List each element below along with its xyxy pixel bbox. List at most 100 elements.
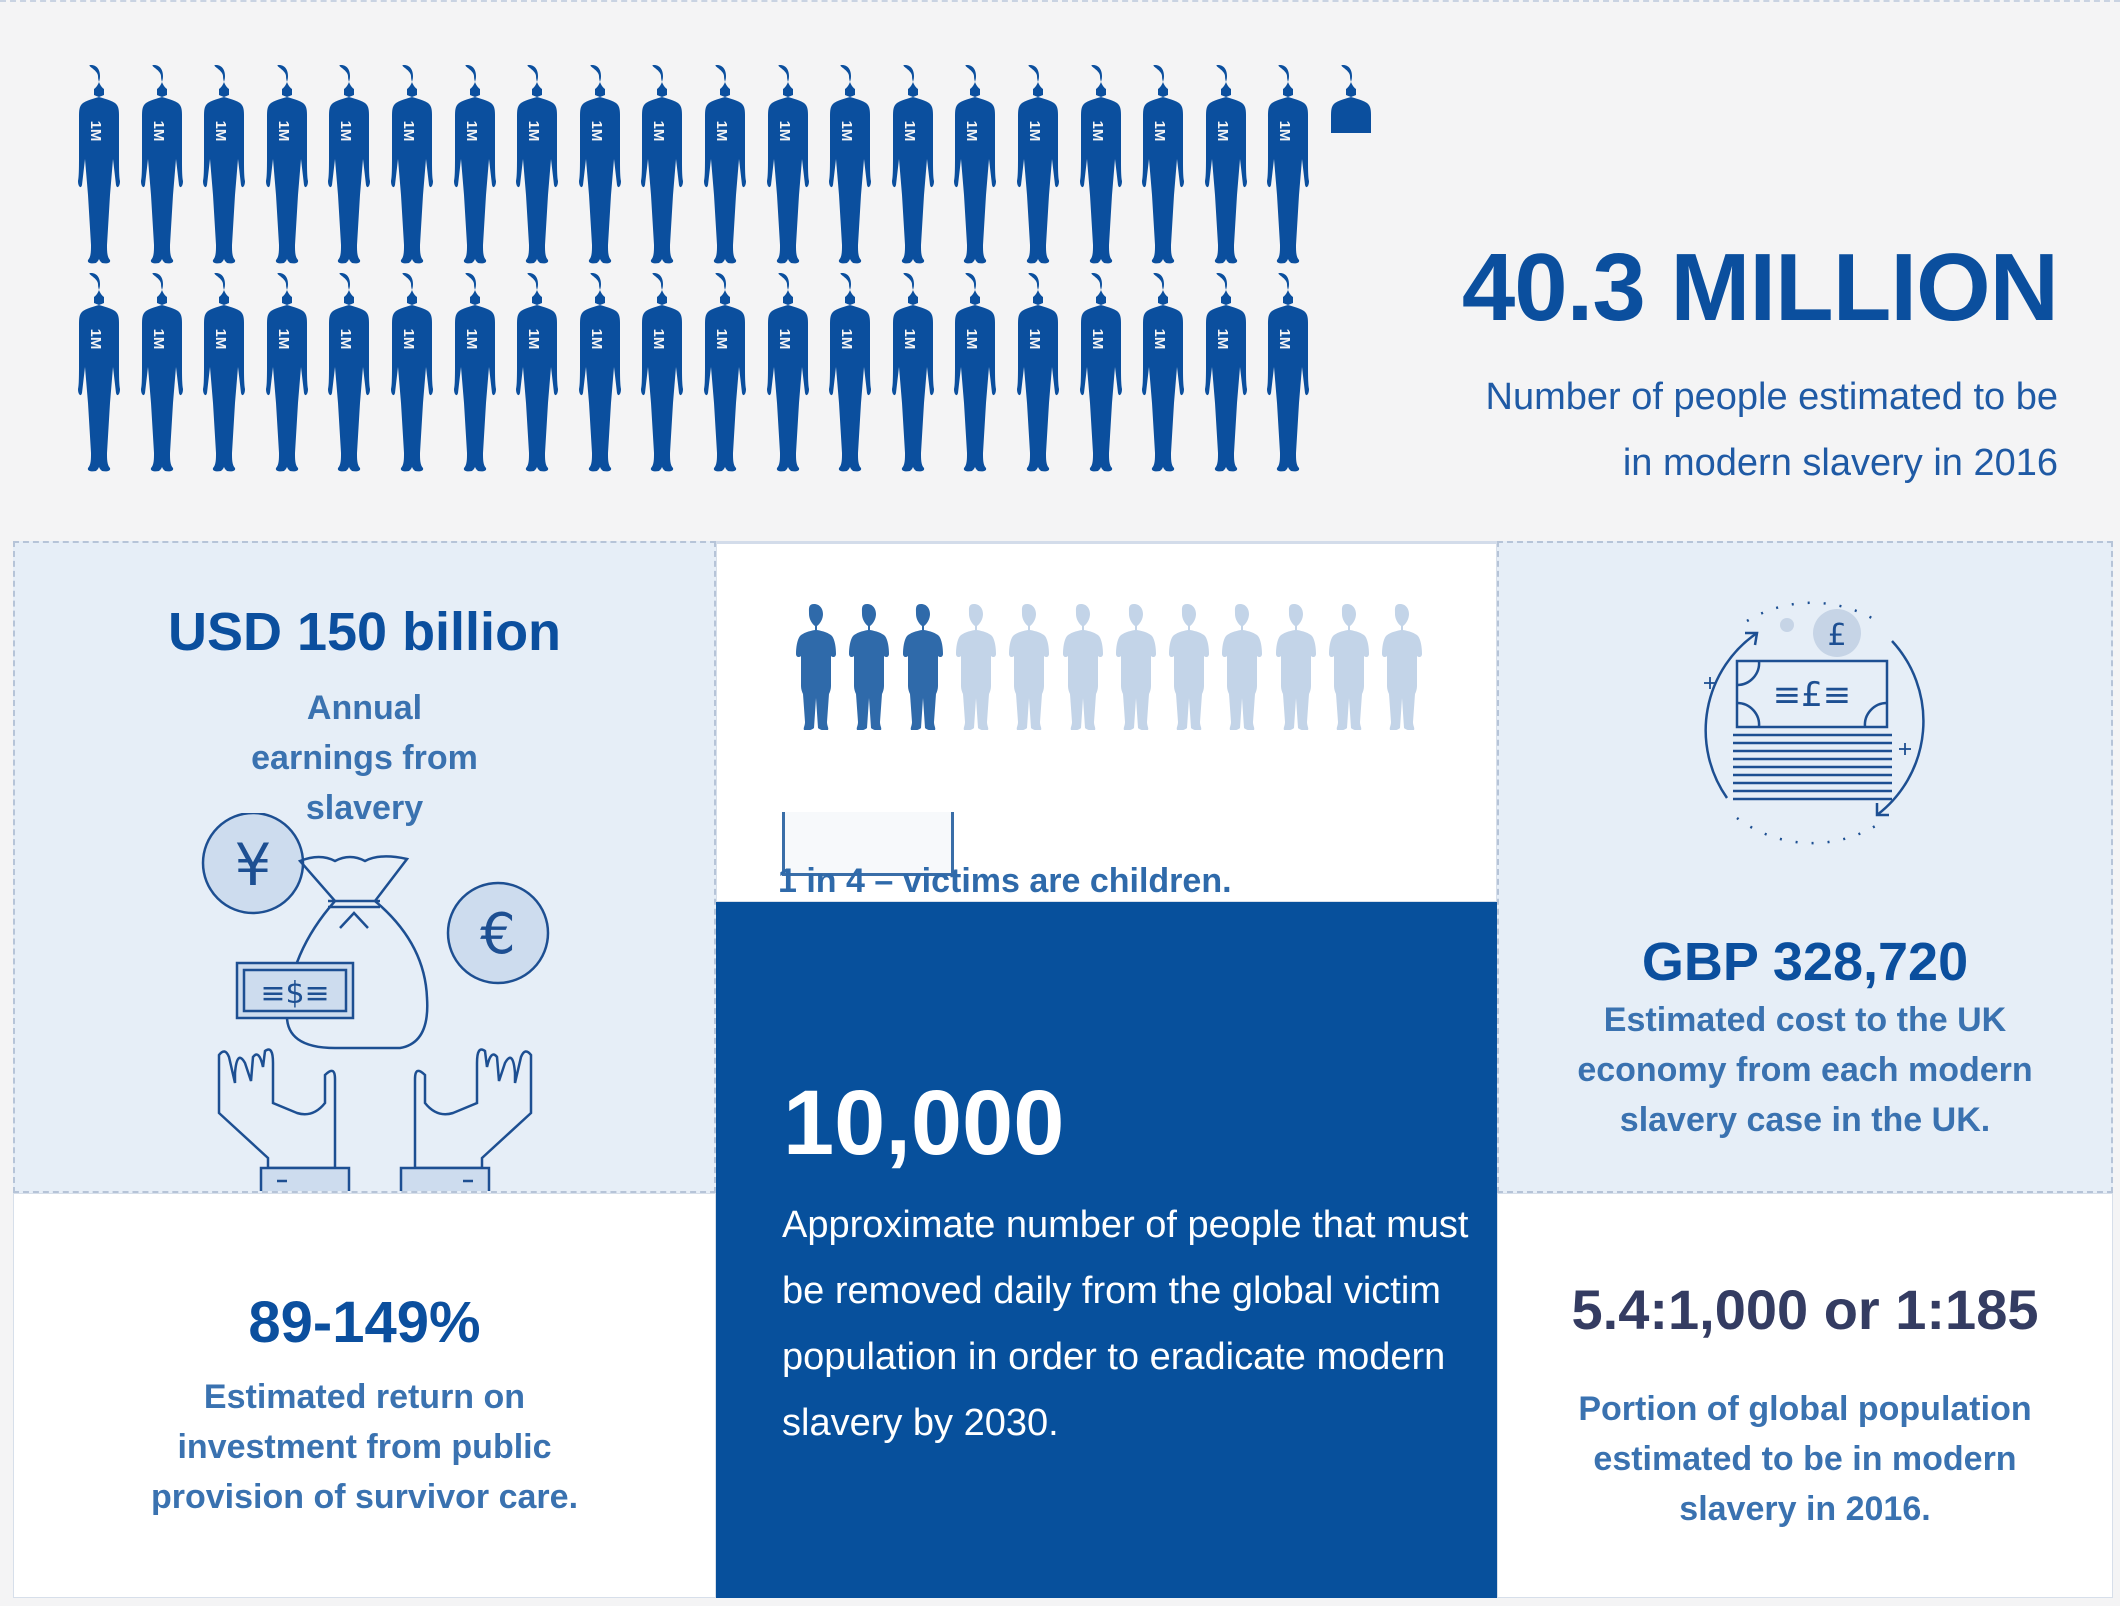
svg-text:1M: 1M — [1214, 121, 1231, 142]
svg-text:1M: 1M — [337, 329, 354, 350]
svg-text:≡$≡: ≡$≡ — [260, 976, 329, 1011]
child-figure-icon — [1112, 604, 1156, 731]
top-dashed-rule — [0, 0, 2120, 2]
person-figure-icon: 1M — [437, 273, 497, 475]
person-figure-icon: 1M — [1188, 273, 1248, 475]
roi-card: 89-149% Estimated return on investment f… — [13, 1193, 716, 1598]
sparkle-icon — [1704, 677, 1911, 755]
hero-stat-block: 40.3 MILLION Number of people estimated … — [1298, 234, 2059, 496]
daily-removal-card: 10,000 Approximate number of people that… — [716, 902, 1497, 1598]
person-figure-icon: 1M — [249, 65, 309, 267]
person-figure-icon: 1M — [1000, 65, 1060, 267]
person-figure-icon: 1M — [311, 65, 371, 267]
person-figure-icon: 1M — [1188, 65, 1248, 267]
svg-text:1M: 1M — [150, 121, 167, 142]
svg-text:1M: 1M — [87, 121, 104, 142]
partial-person-figure-icon — [1313, 65, 1373, 133]
person-figure-icon: 1M — [124, 273, 184, 475]
person-figure-icon: 1M — [562, 273, 622, 475]
svg-text:£: £ — [1827, 618, 1846, 653]
svg-text:1M: 1M — [1151, 329, 1168, 350]
earnings-card: USD 150 billion Annual earnings from sla… — [13, 541, 716, 1193]
person-figure-icon: 1M — [1063, 65, 1123, 267]
hero-description-line2: in modern slavery in 2016 — [1622, 442, 2058, 484]
person-figure-icon: 1M — [499, 65, 559, 267]
children-figures — [792, 604, 1472, 774]
person-figure-icon: 1M — [186, 65, 246, 267]
person-figure-icon: 1M — [812, 273, 872, 475]
svg-text:1M: 1M — [212, 121, 229, 142]
person-figure-icon: 1M — [186, 273, 246, 475]
person-figure-icon: 1M — [437, 65, 497, 267]
person-figure-icon: 1M — [687, 65, 747, 267]
child-figure-icon — [1218, 604, 1263, 731]
child-figure-highlighted-icon — [792, 604, 836, 731]
money-bag-icon — [285, 855, 429, 1050]
person-figure-icon: 1M — [499, 273, 559, 475]
child-figure-icon — [1325, 604, 1369, 731]
money-hands-illustration: ¥ € ≡$≡ — [185, 811, 565, 1191]
svg-text:1M: 1M — [901, 329, 918, 350]
person-figure-icon: 1M — [1063, 273, 1123, 475]
person-figure-icon: 1M — [1125, 273, 1185, 475]
svg-text:1M: 1M — [1214, 329, 1231, 350]
svg-text:1M: 1M — [838, 121, 855, 142]
earnings-stat: USD 150 billion — [167, 602, 562, 662]
person-figure-icon: 1M — [1125, 65, 1185, 267]
hero-stat: 40.3 MILLION — [1461, 234, 2059, 341]
child-figure-icon — [1059, 604, 1103, 731]
svg-text:€: € — [480, 902, 516, 967]
svg-text:1M: 1M — [525, 121, 542, 142]
svg-text:1M: 1M — [901, 121, 918, 142]
svg-text:1M: 1M — [1276, 121, 1293, 142]
child-figure-icon — [1272, 604, 1316, 731]
daily-removal-description: Approximate number of people that must b… — [782, 1204, 1469, 1444]
svg-text:1M: 1M — [588, 121, 605, 142]
yen-coin-icon: ¥ — [201, 811, 305, 915]
svg-text:1M: 1M — [1151, 121, 1168, 142]
person-figure-icon: 1M — [562, 65, 622, 267]
svg-text:1M: 1M — [588, 329, 605, 350]
person-figure-icon: 1M — [124, 65, 184, 267]
svg-text:≡£≡: ≡£≡ — [1773, 675, 1852, 715]
svg-text:1M: 1M — [713, 121, 730, 142]
svg-text:1M: 1M — [1089, 329, 1106, 350]
svg-text:1M: 1M — [463, 121, 480, 142]
person-figure-icon: 1M — [249, 273, 309, 475]
child-figure-icon — [1378, 604, 1423, 731]
ratio-stat: 5.4:1,000 or 1:185 — [1571, 1278, 2039, 1341]
children-description: 1 in 4 – victims are children. — [778, 862, 1232, 900]
daily-removal-stat: 10,000 — [783, 1072, 1065, 1174]
svg-text:1M: 1M — [400, 121, 417, 142]
ratio-description: Portion of global population estimated t… — [1578, 1390, 2032, 1528]
pound-cycle-illustration: £ ≡£≡ — [1687, 593, 1937, 853]
svg-text:1M: 1M — [650, 121, 667, 142]
person-figure-icon: 1M — [374, 65, 434, 267]
svg-text:1M: 1M — [963, 329, 980, 350]
svg-text:1M: 1M — [525, 329, 542, 350]
svg-text:1M: 1M — [400, 329, 417, 350]
svg-text:1M: 1M — [275, 329, 292, 350]
svg-text:1M: 1M — [1089, 121, 1106, 142]
person-figure-icon: 1M — [311, 273, 371, 475]
person-figure-icon: 1M — [750, 273, 810, 475]
child-figure-icon — [952, 604, 996, 731]
svg-text:1M: 1M — [463, 329, 480, 350]
ratio-card: 5.4:1,000 or 1:185 Portion of global pop… — [1497, 1193, 2113, 1598]
roi-description: Estimated return on investment from publ… — [150, 1378, 579, 1516]
hero-description: Number of people estimated to be in mode… — [1298, 364, 2058, 496]
pound-bill-stack-icon: ≡£≡ — [1733, 659, 1892, 801]
svg-text:1M: 1M — [1026, 329, 1043, 350]
child-figure-highlighted-icon — [845, 604, 890, 731]
svg-text:1M: 1M — [150, 329, 167, 350]
dollar-bill-icon: ≡$≡ — [235, 961, 355, 1020]
child-figure-highlighted-icon — [899, 604, 943, 731]
earnings-description: Annual earnings from slavery — [251, 689, 478, 827]
person-figure-icon: 1M — [875, 65, 935, 267]
euro-coin-icon: € — [446, 881, 550, 985]
child-figure-icon — [1165, 604, 1210, 731]
svg-text:1M: 1M — [838, 329, 855, 350]
svg-text:1M: 1M — [963, 121, 980, 142]
uk-cost-card: £ ≡£≡ GBP 328,720 Estimated cost to the … — [1497, 541, 2113, 1193]
children-bracket — [782, 812, 954, 876]
